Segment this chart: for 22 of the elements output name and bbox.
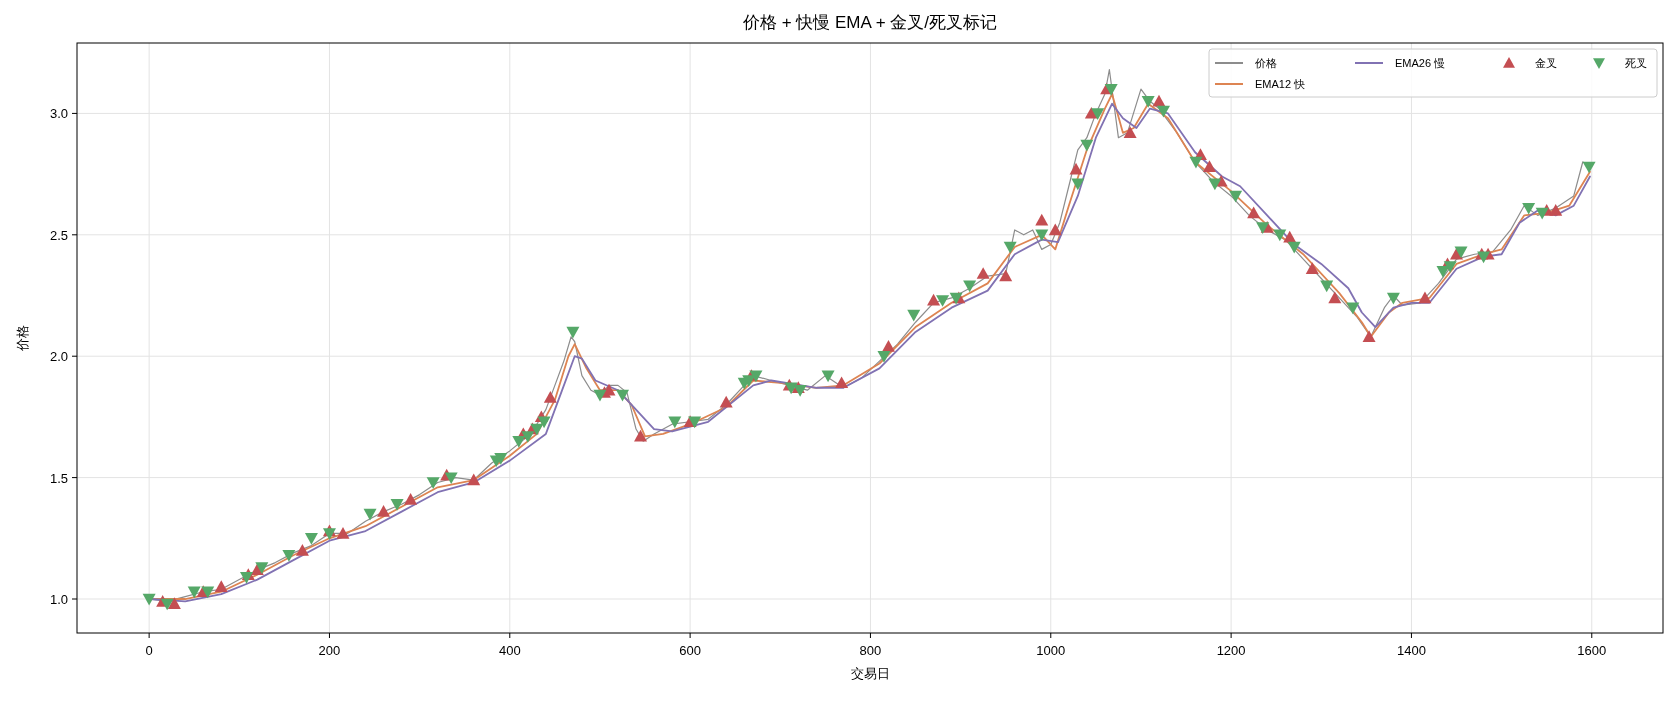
legend-label: 死叉 [1625, 57, 1647, 69]
y-axis-title: 价格 [15, 325, 30, 352]
x-tick-label: 0 [145, 643, 153, 658]
y-tick-label: 2.0 [49, 349, 68, 365]
y-tick-label: 3.0 [49, 106, 68, 122]
x-tick-label: 1600 [1577, 643, 1607, 658]
legend-label: 价格 [1254, 57, 1277, 69]
chart-title: 价格 + 快慢 EMA + 金叉/死叉标记 [741, 13, 998, 32]
x-tick-label: 800 [859, 643, 882, 658]
legend-label: EMA12 快 [1255, 78, 1306, 90]
x-tick-label: 1200 [1216, 643, 1246, 658]
x-tick-label: 600 [679, 643, 701, 658]
x-tick-label: 200 [318, 643, 341, 658]
legend-label: EMA26 慢 [1395, 57, 1446, 69]
x-axis-title: 交易日 [850, 666, 890, 681]
x-tick-label: 1400 [1396, 643, 1426, 658]
y-tick-label: 1.5 [49, 470, 68, 486]
y-tick-label: 1.0 [49, 592, 68, 608]
x-tick-label: 400 [498, 643, 521, 658]
y-tick-label: 2.5 [49, 227, 68, 243]
legend-label: 金叉 [1535, 57, 1557, 69]
x-tick-label: 1000 [1036, 643, 1066, 658]
